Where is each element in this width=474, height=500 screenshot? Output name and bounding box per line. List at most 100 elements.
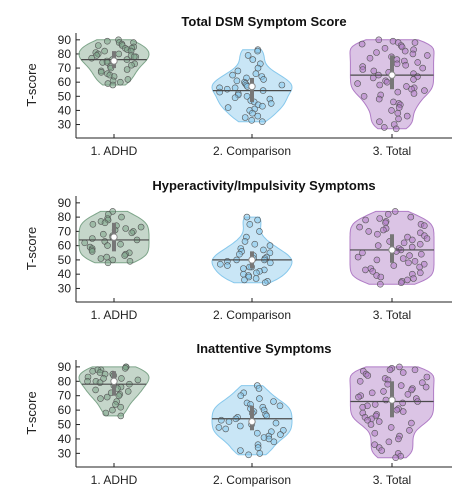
data-point (256, 450, 264, 457)
data-point (231, 94, 239, 101)
data-point (270, 438, 278, 446)
median-marker (388, 246, 396, 254)
data-point (399, 255, 407, 262)
violin-1 (78, 208, 150, 267)
y-tick-label: 40 (58, 432, 72, 446)
data-point (223, 85, 231, 93)
data-point (394, 109, 402, 117)
data-point (399, 399, 407, 407)
data-point (418, 379, 426, 387)
data-point (115, 50, 123, 58)
data-point (399, 408, 407, 415)
violin-3 (349, 363, 435, 462)
data-point (241, 238, 249, 245)
data-point (118, 375, 125, 382)
data-point (102, 409, 110, 417)
data-point (358, 40, 366, 48)
y-tick-label: 50 (58, 89, 72, 103)
data-point (224, 262, 231, 269)
data-point (240, 265, 247, 272)
data-point (117, 412, 125, 420)
data-point (376, 280, 384, 288)
data-point (399, 369, 407, 376)
data-point (109, 81, 117, 89)
data-point (404, 390, 412, 398)
data-point (375, 418, 383, 425)
median-marker (248, 256, 256, 264)
data-point (243, 213, 251, 221)
data-point (277, 431, 284, 438)
data-point (377, 273, 385, 281)
data-point (365, 228, 373, 235)
data-point (246, 221, 254, 228)
data-point (407, 213, 415, 221)
data-point (423, 235, 431, 242)
data-point (245, 451, 252, 459)
data-point (97, 69, 105, 76)
data-point (241, 276, 248, 284)
data-point (89, 235, 96, 242)
data-point (401, 47, 409, 55)
median-marker (388, 71, 396, 79)
data-point (121, 252, 128, 259)
data-point (404, 276, 411, 284)
data-point (408, 419, 415, 427)
data-point (231, 84, 239, 92)
y-tick-label: 90 (58, 196, 72, 210)
data-point (278, 81, 286, 89)
data-point (244, 52, 252, 59)
data-point (222, 425, 229, 433)
data-point (423, 52, 431, 59)
data-point (395, 435, 402, 443)
violin-body (211, 216, 293, 284)
data-point (225, 418, 233, 425)
y-tick-label: 50 (58, 418, 72, 432)
data-point (112, 401, 119, 408)
data-point (97, 395, 104, 402)
data-point (118, 213, 125, 221)
data-point (376, 215, 384, 222)
median-marker (110, 57, 118, 65)
data-point (104, 242, 111, 249)
data-point (395, 115, 402, 123)
data-point (104, 37, 111, 45)
data-point (384, 380, 392, 388)
data-point (258, 118, 266, 125)
y-tick-label: 80 (58, 47, 72, 61)
data-point (267, 100, 275, 107)
data-point (103, 253, 110, 261)
data-point (354, 253, 362, 261)
data-point (84, 377, 91, 385)
data-point (369, 267, 377, 275)
panel-1: Total DSM Symptom Score T-score 3040506070… (24, 14, 452, 158)
data-point (215, 424, 223, 431)
data-point (100, 230, 107, 238)
data-point (254, 47, 261, 55)
data-point (92, 386, 99, 394)
median-marker (248, 82, 256, 91)
data-point (115, 392, 123, 400)
data-point (416, 240, 424, 248)
data-point (253, 269, 260, 277)
data-point (381, 44, 389, 52)
data-point (387, 424, 395, 431)
data-point (359, 66, 367, 73)
data-point (252, 70, 260, 77)
data-point (362, 266, 369, 274)
data-point (236, 250, 243, 258)
data-point (266, 242, 274, 249)
panel-title: Hyperactivity/Impulsivity Symptoms (152, 178, 375, 193)
data-point (233, 77, 241, 85)
data-point (411, 39, 419, 46)
data-point (93, 52, 100, 59)
data-point (392, 125, 400, 133)
data-point (124, 76, 132, 83)
y-tick-label: 50 (58, 253, 72, 267)
data-point (265, 435, 273, 443)
data-point (254, 112, 262, 120)
data-point (97, 255, 105, 262)
data-point (89, 367, 96, 375)
data-point (128, 229, 136, 237)
data-point (396, 363, 403, 371)
data-point (249, 109, 256, 117)
